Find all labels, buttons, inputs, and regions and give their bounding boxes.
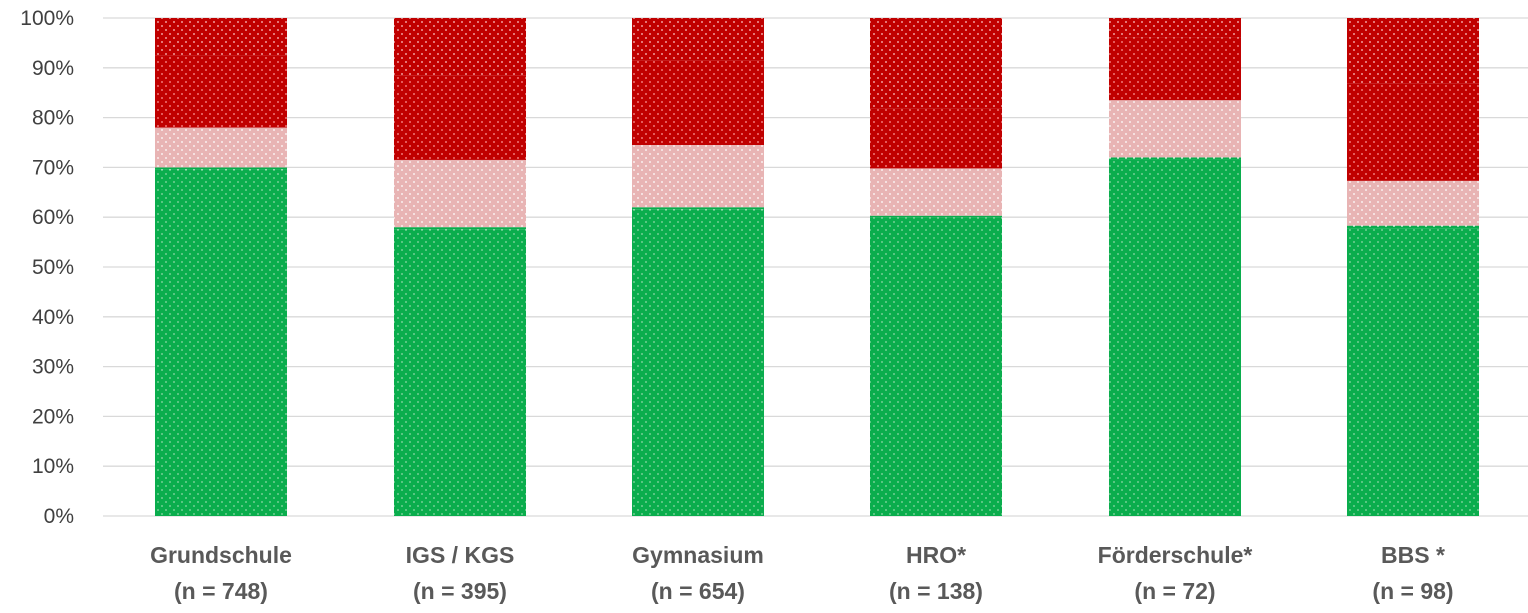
bar-segment: [155, 127, 287, 168]
bar-segment: [155, 55, 287, 128]
y-tick-label: 80%: [32, 107, 74, 130]
bar-segment: [155, 18, 287, 56]
bar-segment: [155, 169, 287, 516]
bar-segment: [394, 229, 526, 516]
y-tick-label: 90%: [32, 57, 74, 80]
x-axis: Grundschule (n = 748) IGS / KGS (n = 395) Gy…: [150, 542, 1454, 604]
bar-segment: [870, 217, 1002, 516]
y-tick-label: 70%: [32, 156, 74, 179]
y-tick-label: 40%: [32, 306, 74, 329]
x-category-label: Förderschule*: [1098, 542, 1253, 568]
bar-segment: [870, 168, 1002, 216]
x-category-label: Gymnasium: [632, 542, 764, 568]
x-category-label: (n = 748): [174, 578, 268, 604]
x-category-label: (n = 395): [413, 578, 507, 604]
x-category-label: (n = 72): [1134, 578, 1215, 604]
bar-segment: [1109, 159, 1241, 516]
y-tick-label: 20%: [32, 405, 74, 428]
x-category-label: HRO*: [906, 542, 966, 568]
bar-segment: [1347, 83, 1479, 181]
bar-segment: [394, 18, 526, 76]
y-tick-label: 0%: [44, 505, 74, 528]
bar-segment: [1347, 180, 1479, 226]
bar-segment: [394, 227, 526, 230]
y-tick-label: 30%: [32, 356, 74, 379]
bar-segment: [394, 159, 526, 228]
x-category-label: IGS / KGS: [406, 542, 515, 568]
gridlines: [103, 17, 1528, 517]
bar-segment: [1347, 18, 1479, 84]
bar-segment: [870, 108, 1002, 169]
bar-segment: [1109, 100, 1241, 158]
bar-segment: [1347, 228, 1479, 516]
bar-segment: [632, 209, 764, 517]
bar-segment: [870, 215, 1002, 218]
bar-segment: [632, 18, 764, 61]
x-category-label: (n = 138): [889, 578, 983, 604]
bar-segment: [632, 60, 764, 145]
x-category-label: (n = 98): [1372, 578, 1453, 604]
bar-segment: [155, 167, 287, 170]
y-tick-label: 10%: [32, 455, 74, 478]
bar-segment: [632, 207, 764, 210]
bar-segment: [632, 144, 764, 208]
bars: [155, 18, 1479, 517]
x-category-label: Grundschule: [150, 542, 292, 568]
bar-segment: [394, 75, 526, 160]
bar-segment: [1109, 37, 1241, 101]
x-category-label: (n = 654): [651, 578, 745, 604]
y-tick-label: 50%: [32, 256, 74, 279]
bar-segment: [1347, 225, 1479, 229]
x-category-label: BBS *: [1381, 542, 1445, 568]
bar-segment: [1109, 18, 1241, 38]
bar-segment: [1109, 157, 1241, 160]
y-tick-label: 100%: [20, 7, 74, 30]
bar-segment: [870, 18, 1002, 109]
y-axis: 0% 10% 20% 30% 40% 50% 60% 70% 80% 90% 100%: [20, 7, 74, 528]
y-tick-label: 60%: [32, 206, 74, 229]
